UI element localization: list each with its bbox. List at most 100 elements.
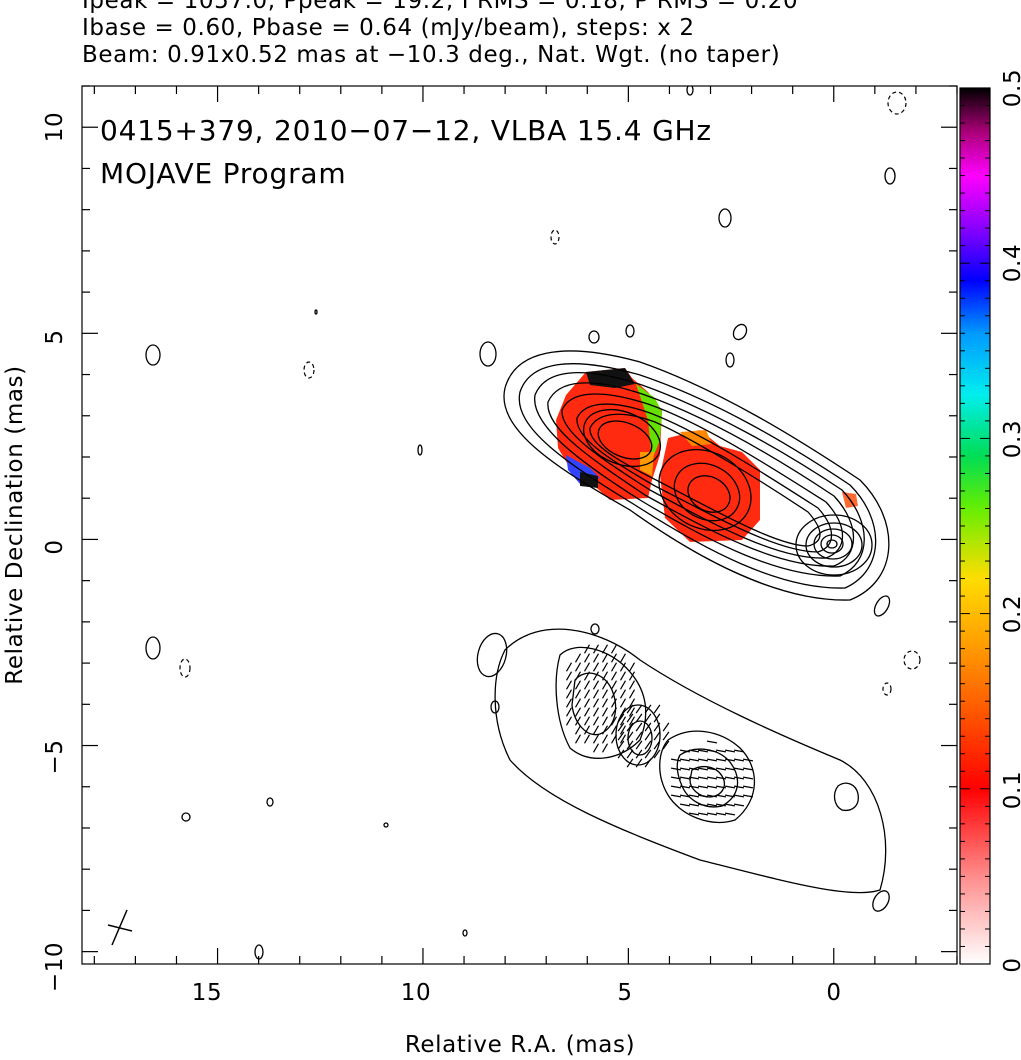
evpa-tick xyxy=(733,749,745,753)
evpa-tick xyxy=(679,776,691,780)
axis-ticks xyxy=(82,85,958,964)
evpa-tick xyxy=(628,689,636,699)
evpa-tick xyxy=(583,671,591,681)
pol-blob-edge-dark-lower xyxy=(580,472,598,488)
evpa-tick xyxy=(670,776,682,780)
y-tick-label: −5 xyxy=(42,739,68,774)
beam-marker xyxy=(107,909,133,946)
x-axis-label: Relative R.A. (mas) xyxy=(405,1032,635,1058)
evpa-tick xyxy=(619,698,627,708)
y-axis-label: Relative Declination (mas) xyxy=(2,365,28,684)
evpa-tick xyxy=(662,722,670,732)
colorbar-tick-label: 0.3 xyxy=(1000,420,1021,458)
evpa-tick xyxy=(679,794,691,798)
evpa-tick xyxy=(688,776,700,780)
evpa-tick xyxy=(653,713,661,723)
evpa-tick xyxy=(583,680,591,690)
evpa-tick xyxy=(626,758,634,768)
evpa-vectors xyxy=(565,644,754,816)
header-base-line: Ibase = 0.60, Pbase = 0.64 (mJy/beam), s… xyxy=(82,15,695,41)
evpa-tick xyxy=(724,749,736,753)
evpa-tick xyxy=(583,716,591,726)
evpa-tick xyxy=(565,671,573,681)
evpa-tick xyxy=(610,689,618,699)
evpa-tick xyxy=(688,749,700,753)
evpa-tick xyxy=(601,743,609,753)
evpa-tick xyxy=(724,758,736,762)
colorbar-tick-label: 0.2 xyxy=(1000,595,1021,633)
evpa-tick xyxy=(610,680,618,690)
evpa-tick xyxy=(601,653,609,663)
evpa-tick xyxy=(574,689,582,699)
evpa-tick xyxy=(583,644,591,654)
y-tick-label: −10 xyxy=(42,942,68,992)
evpa-tick xyxy=(706,740,718,744)
evpa-tick xyxy=(715,803,727,807)
evpa-tick xyxy=(628,671,636,681)
evpa-tick xyxy=(592,707,600,717)
evpa-tick xyxy=(644,704,652,714)
negative-contours xyxy=(179,91,921,696)
header-beam-line: Beam: 0.91x0.52 mas at −10.3 deg., Nat. … xyxy=(82,42,781,68)
evpa-tick xyxy=(574,707,582,717)
plot-title-line1: 0415+379, 2010−07−12, VLBA 15.4 GHz xyxy=(100,114,712,147)
evpa-tick xyxy=(724,803,736,807)
evpa-tick xyxy=(617,722,625,732)
evpa-tick xyxy=(565,662,573,672)
evpa-tick xyxy=(644,749,652,759)
evpa-tick xyxy=(601,698,609,708)
evpa-tick xyxy=(697,812,709,816)
evpa-tick xyxy=(724,767,736,771)
evpa-tick xyxy=(670,785,682,789)
evpa-tick xyxy=(619,662,627,672)
evpa-tick xyxy=(617,713,625,723)
evpa-tick xyxy=(697,758,709,762)
evpa-tick xyxy=(679,767,691,771)
evpa-tick xyxy=(601,707,609,717)
evpa-tick xyxy=(592,680,600,690)
evpa-tick xyxy=(724,794,736,798)
evpa-tick xyxy=(697,803,709,807)
evpa-tick xyxy=(574,662,582,672)
evpa-tick xyxy=(628,662,636,672)
evpa-tick xyxy=(715,776,727,780)
evpa-tick xyxy=(679,785,691,789)
evpa-tick xyxy=(715,758,727,762)
colorbar-ticks xyxy=(960,87,990,965)
evpa-tick xyxy=(592,653,600,663)
evpa-tick xyxy=(742,794,754,798)
evpa-tick xyxy=(626,740,634,750)
evpa-tick xyxy=(574,671,582,681)
evpa-tick xyxy=(592,716,600,726)
evpa-tick xyxy=(662,731,670,741)
evpa-tick xyxy=(644,722,652,732)
evpa-tick xyxy=(619,707,627,717)
evpa-tick xyxy=(733,794,745,798)
evpa-tick xyxy=(583,662,591,672)
y-tick-label: 5 xyxy=(42,329,68,344)
evpa-tick xyxy=(706,758,718,762)
evpa-tick xyxy=(688,794,700,798)
evpa-tick xyxy=(653,704,661,714)
evpa-tick xyxy=(601,671,609,681)
evpa-tick xyxy=(635,749,643,759)
evpa-tick xyxy=(653,722,661,732)
evpa-tick xyxy=(715,749,727,753)
evpa-tick xyxy=(574,653,582,663)
evpa-tick xyxy=(583,653,591,663)
evpa-tick xyxy=(592,644,600,654)
evpa-tick xyxy=(574,698,582,708)
evpa-tick xyxy=(601,689,609,699)
plot-title-line2: MOJAVE Program xyxy=(100,157,346,190)
x-tick-labels: 15 10 5 0 xyxy=(192,980,841,1006)
colorbar-tick-labels: 0 0.1 0.2 0.3 0.4 0.5 xyxy=(1000,69,1021,973)
evpa-tick xyxy=(697,767,709,771)
evpa-tick xyxy=(583,725,591,735)
evpa-tick xyxy=(679,749,691,753)
evpa-tick xyxy=(617,731,625,741)
evpa-tick xyxy=(626,704,634,714)
evpa-tick xyxy=(706,794,718,798)
evpa-tick xyxy=(715,794,727,798)
evpa-tick xyxy=(662,740,670,750)
